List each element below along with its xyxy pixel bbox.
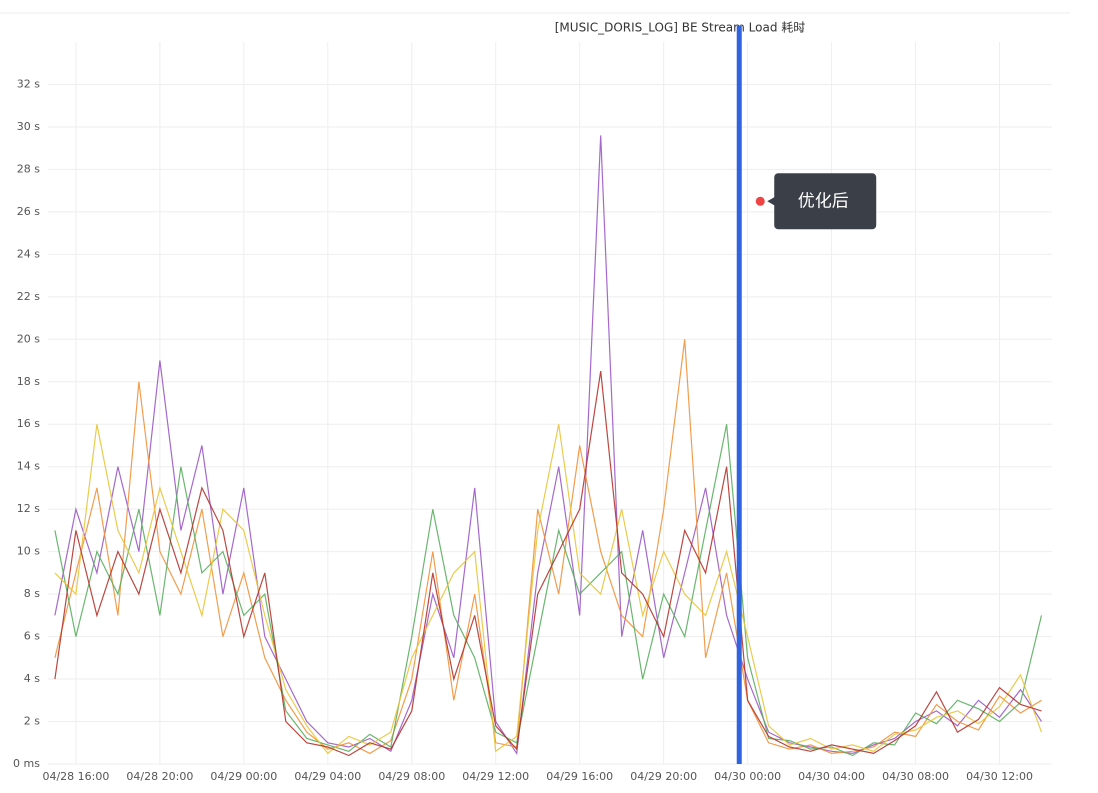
x-tick-label: 04/29 16:00: [546, 770, 613, 783]
y-tick-label: 2 s: [24, 715, 40, 728]
x-tick-label: 04/29 08:00: [378, 770, 445, 783]
y-tick-label: 6 s: [24, 630, 40, 643]
y-tick-label: 30 s: [17, 120, 40, 133]
series-line: [54, 371, 1042, 757]
y-tick-label: 8 s: [24, 587, 40, 600]
x-tick-label: 04/28 20:00: [126, 770, 193, 783]
x-tick-label: 04/29 00:00: [210, 770, 277, 783]
y-tick-label: 28 s: [17, 162, 40, 175]
y-tick-label: 24 s: [17, 247, 40, 260]
y-tick-label: 32 s: [17, 77, 40, 90]
x-tick-label: 04/30 00:00: [714, 770, 781, 783]
series-line: [54, 424, 1043, 755]
y-tick-label: 18 s: [17, 375, 40, 388]
y-tick-label: 26 s: [17, 205, 40, 218]
annotation-text: 优化后: [798, 191, 849, 211]
y-tick-label: 12 s: [17, 502, 40, 515]
y-tick-label: 0 ms: [13, 757, 40, 770]
x-tick-label: 04/29 20:00: [630, 770, 697, 783]
x-tick-label: 04/30 12:00: [966, 770, 1033, 783]
y-tick-label: 22 s: [17, 290, 40, 303]
chart-title: [MUSIC_DORIS_LOG] BE Stream Load 耗时: [555, 21, 806, 35]
x-tick-label: 04/28 16:00: [42, 770, 109, 783]
title-chevron: [797, 27, 805, 32]
annotation-tooltip: [767, 173, 877, 230]
series-line: [54, 339, 1042, 755]
x-tick-label: 04/29 04:00: [294, 770, 361, 783]
y-tick-label: 10 s: [17, 545, 40, 558]
x-tick-label: 04/29 12:00: [462, 770, 529, 783]
y-tick-label: 4 s: [24, 672, 40, 685]
x-tick-label: 04/30 04:00: [798, 770, 865, 783]
series-line: [54, 424, 1043, 757]
y-tick-label: 20 s: [17, 332, 40, 345]
y-tick-label: 14 s: [17, 460, 40, 473]
x-tick-label: 04/30 08:00: [882, 770, 949, 783]
annotation-dot: [755, 196, 765, 206]
y-tick-label: 16 s: [17, 417, 40, 430]
